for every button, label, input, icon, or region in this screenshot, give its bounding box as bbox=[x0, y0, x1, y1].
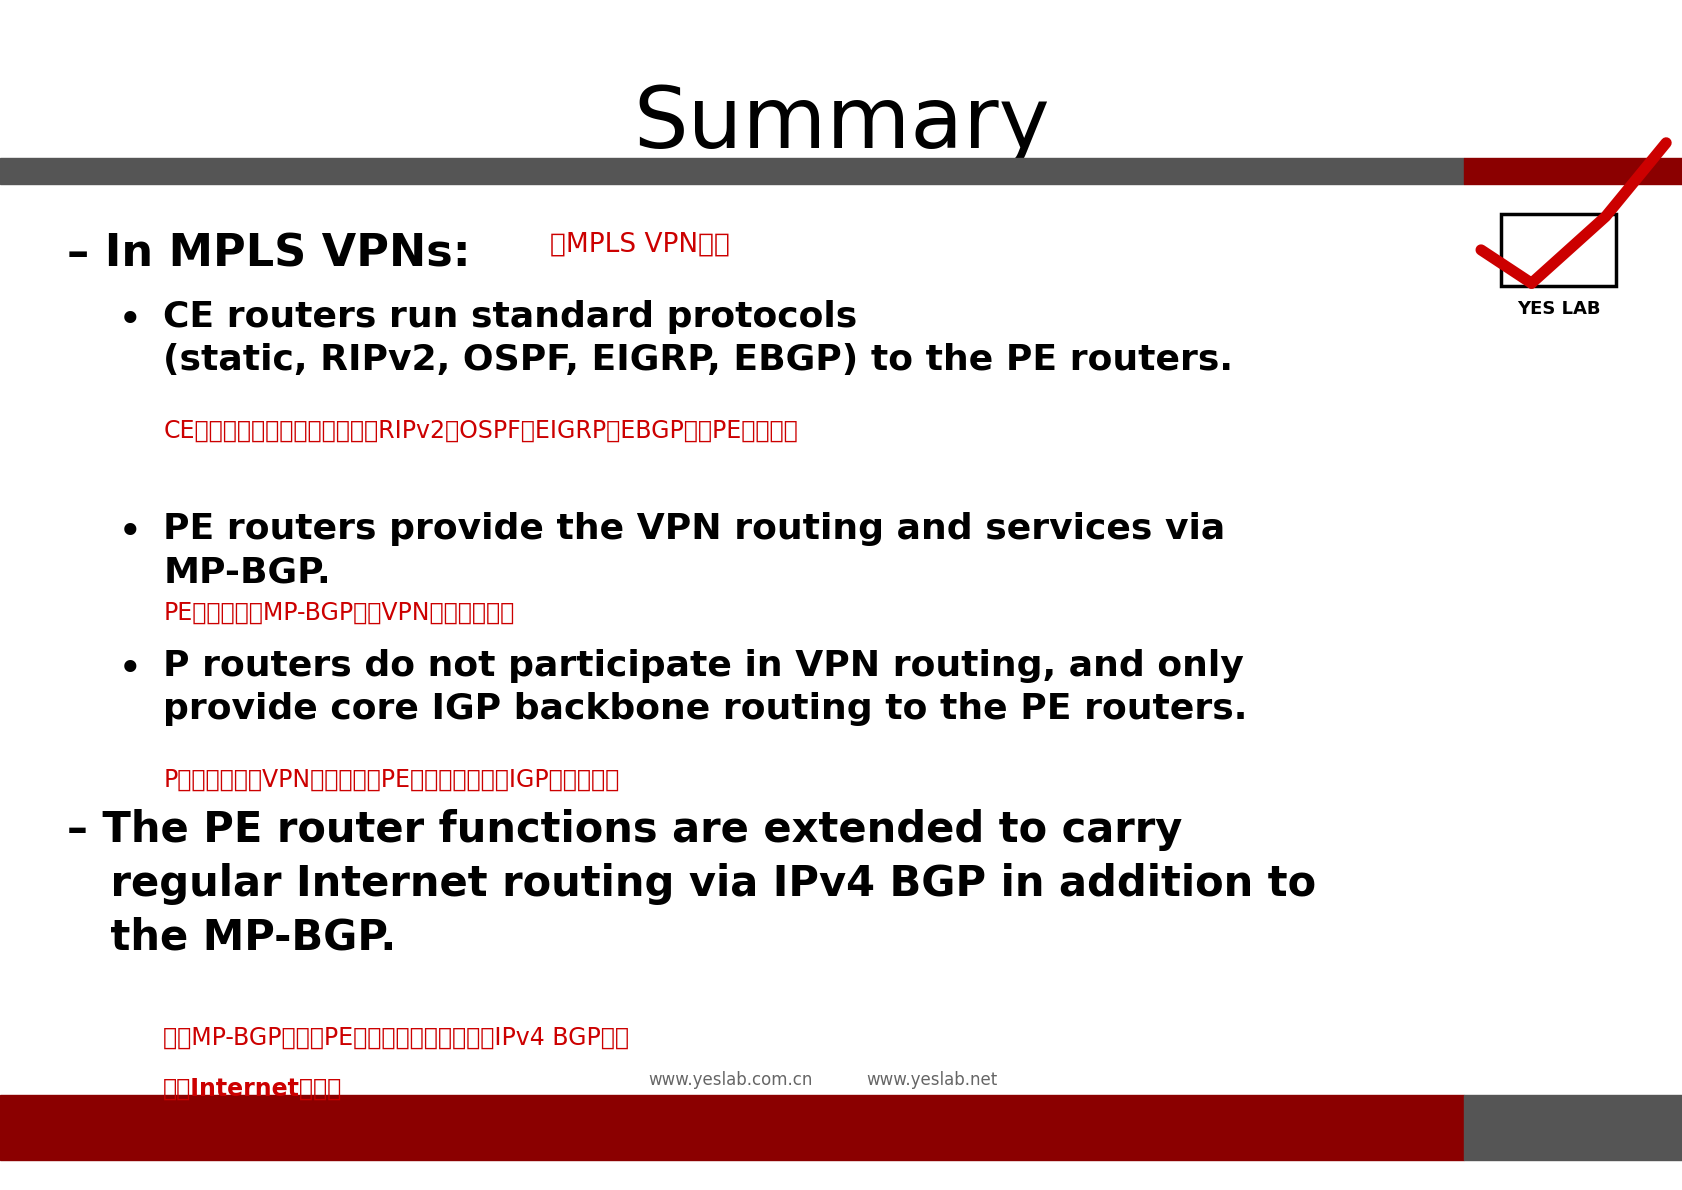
Text: Summary: Summary bbox=[632, 83, 1050, 167]
Text: www.yeslab.net: www.yeslab.net bbox=[866, 1071, 997, 1089]
Text: www.yeslab.com.cn: www.yeslab.com.cn bbox=[648, 1071, 812, 1089]
Text: CE路由器运行标准协议（静态，RIPv2，OSPF，EIGRP，EBGP）到PE路由器。: CE路由器运行标准协议（静态，RIPv2，OSPF，EIGRP，EBGP）到PE… bbox=[163, 419, 797, 443]
Text: P routers do not participate in VPN routing, and only
provide core IGP backbone : P routers do not participate in VPN rout… bbox=[163, 649, 1246, 726]
Text: – In MPLS VPNs:: – In MPLS VPNs: bbox=[67, 232, 471, 275]
Text: PE路由器通过MP-BGP提供VPN路由和业务。: PE路由器通过MP-BGP提供VPN路由和业务。 bbox=[163, 601, 515, 625]
Text: PE routers provide the VPN routing and services via
MP-BGP.: PE routers provide the VPN routing and s… bbox=[163, 512, 1224, 589]
Bar bbox=[1463, 1095, 1682, 1160]
Text: CE routers run standard protocols
(static, RIPv2, OSPF, EIGRP, EBGP) to the PE r: CE routers run standard protocols (stati… bbox=[163, 300, 1233, 377]
Text: – The PE router functions are extended to carry
   regular Internet routing via : – The PE router functions are extended t… bbox=[67, 809, 1315, 958]
Text: 在MPLS VPN中：: 在MPLS VPN中： bbox=[550, 232, 730, 258]
Bar bbox=[1500, 214, 1615, 286]
Bar bbox=[1463, 158, 1682, 184]
Text: YES LAB: YES LAB bbox=[1515, 300, 1600, 318]
Text: •: • bbox=[118, 300, 143, 342]
Text: •: • bbox=[118, 649, 143, 690]
Text: P路由器不参与VPN路由，只向PE路由器提供核心IGP骨干路由。: P路由器不参与VPN路由，只向PE路由器提供核心IGP骨干路由。 bbox=[163, 768, 619, 791]
Bar bbox=[0, 1095, 1463, 1160]
Text: •: • bbox=[118, 512, 143, 553]
Bar bbox=[0, 158, 1463, 184]
Text: 常规Internet路由。: 常规Internet路由。 bbox=[163, 1077, 343, 1101]
Text: 除了MP-BGP之外，PE路由器功能扩展为经由IPv4 BGP进行: 除了MP-BGP之外，PE路由器功能扩展为经由IPv4 BGP进行 bbox=[163, 1026, 629, 1050]
